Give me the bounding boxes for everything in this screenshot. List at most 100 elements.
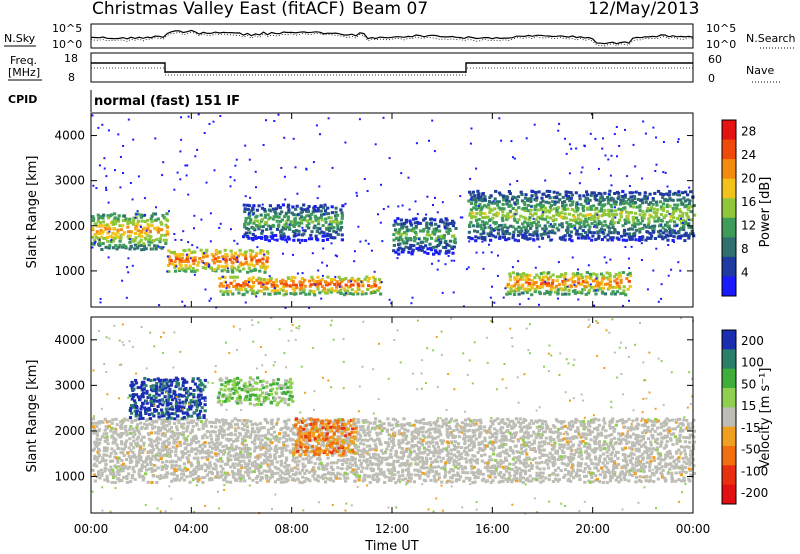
heat-cell xyxy=(506,429,510,432)
colorbar-swatch xyxy=(722,217,736,238)
heat-cell xyxy=(262,426,266,430)
heat-cell xyxy=(423,250,427,254)
heat-cell xyxy=(158,437,162,441)
heat-cell xyxy=(536,215,540,219)
heat-cell xyxy=(279,287,283,291)
heat-speck xyxy=(193,273,196,276)
heat-cell xyxy=(339,220,344,224)
heat-cell xyxy=(398,464,402,468)
heat-cell xyxy=(449,452,453,456)
heat-cell xyxy=(132,430,137,434)
date-label: 12/May/2013 xyxy=(588,0,700,19)
heat-speck xyxy=(469,198,472,201)
heat-cell xyxy=(441,220,445,224)
heat-cell xyxy=(356,448,360,452)
heat-cell xyxy=(270,282,274,286)
heat-cell xyxy=(521,420,525,424)
heat-cell xyxy=(294,460,298,464)
heat-speck xyxy=(503,238,506,241)
heat-cell xyxy=(104,467,108,471)
heat-cell xyxy=(562,215,566,219)
heat-cell xyxy=(227,285,231,289)
heat-cell xyxy=(134,225,138,229)
heat-cell xyxy=(378,278,382,282)
heat-cell xyxy=(351,463,355,467)
heat-cell xyxy=(326,234,330,238)
heat-cell xyxy=(177,419,181,423)
heat-speck xyxy=(203,132,206,134)
heat-cell xyxy=(519,422,523,425)
heat-speck xyxy=(416,213,419,216)
heat-cell xyxy=(210,253,214,256)
heat-cell xyxy=(144,458,148,462)
heat-cell xyxy=(270,289,274,293)
heat-cell xyxy=(467,199,471,203)
heat-cell xyxy=(617,191,621,195)
heat-cell xyxy=(625,277,629,281)
heat-cell xyxy=(467,417,471,421)
heat-cell xyxy=(366,288,370,291)
heat-cell xyxy=(426,440,431,444)
heat-cell xyxy=(294,292,298,296)
heat-speck xyxy=(673,241,675,243)
heat-cell xyxy=(478,469,482,473)
heat-cell xyxy=(316,216,320,220)
heat-cell xyxy=(166,449,170,453)
heat-cell xyxy=(433,218,437,222)
heat-cell xyxy=(437,252,441,256)
heat-cell xyxy=(232,463,236,467)
heat-cell xyxy=(499,223,503,227)
heat-cell xyxy=(135,423,140,427)
heat-cell xyxy=(470,457,474,461)
heat-speck xyxy=(236,242,239,245)
heat-cell xyxy=(365,275,369,279)
heat-cell xyxy=(233,251,238,255)
heat-cell xyxy=(585,201,589,205)
heat-cell xyxy=(541,275,545,279)
heat-cell xyxy=(274,444,278,448)
heat-cell xyxy=(217,429,221,432)
heat-cell xyxy=(209,437,214,441)
heat-cell xyxy=(538,284,542,288)
heat-cell xyxy=(434,249,438,253)
heat-cell xyxy=(659,205,663,209)
heat-cell xyxy=(387,462,391,466)
heat-cell xyxy=(511,449,515,453)
heat-cell xyxy=(524,280,529,284)
heat-cell xyxy=(96,456,100,459)
heat-cell xyxy=(156,441,160,445)
heat-cell xyxy=(114,431,118,435)
heat-cell xyxy=(497,228,501,232)
heat-cell xyxy=(401,438,405,442)
heat-cell xyxy=(554,218,558,222)
heat-cell xyxy=(275,284,279,287)
heat-cell xyxy=(490,433,494,437)
heat-cell xyxy=(119,467,123,471)
heat-cell xyxy=(659,218,663,222)
heat-cell xyxy=(515,274,520,278)
heat-speck xyxy=(493,301,496,304)
heat-cell xyxy=(243,434,247,438)
heat-cell xyxy=(434,222,438,226)
heat-cell xyxy=(522,287,526,291)
heat-cell xyxy=(247,462,251,466)
heat-cell xyxy=(139,421,143,425)
heat-cell xyxy=(124,430,128,434)
heat-cell xyxy=(559,215,563,219)
heat-cell xyxy=(150,445,154,449)
heat-cell xyxy=(573,289,577,293)
heat-speck xyxy=(512,156,514,159)
heat-cell xyxy=(174,257,179,261)
heat-cell xyxy=(676,198,680,202)
heat-cell xyxy=(495,214,499,218)
heat-cell xyxy=(566,223,570,227)
heat-cell xyxy=(286,426,290,430)
heat-cell xyxy=(684,231,688,235)
heat-cell xyxy=(292,424,296,427)
heat-cell xyxy=(276,417,280,421)
heat-speck xyxy=(533,123,536,126)
heat-cell xyxy=(175,425,179,429)
heat-cell xyxy=(468,223,472,227)
heat-cell xyxy=(382,473,386,477)
heat-cell xyxy=(180,423,184,427)
